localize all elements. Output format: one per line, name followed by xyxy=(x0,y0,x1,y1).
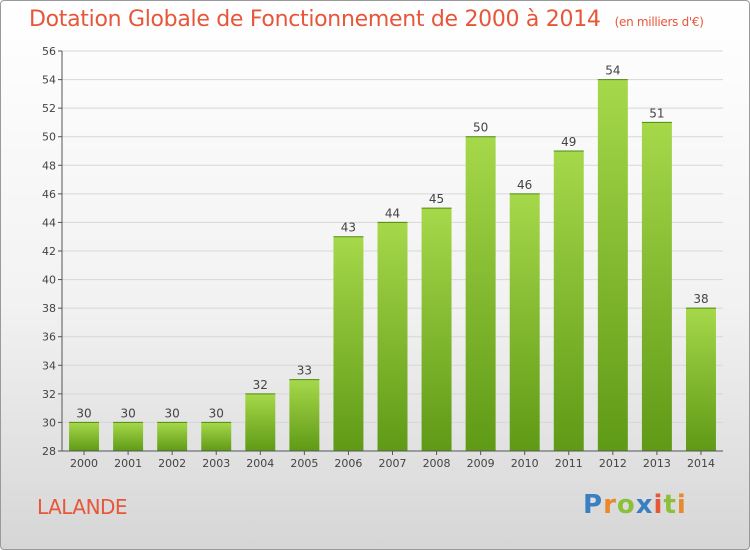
x-tick-label-2014: 2014 xyxy=(687,457,715,470)
bar-2005 xyxy=(289,379,320,451)
bar-2014 xyxy=(685,308,716,451)
x-tick-label-2006: 2006 xyxy=(334,457,362,470)
data-label-2014: 38 xyxy=(693,292,708,306)
chart-title: Dotation Globale de Fonctionnement de 20… xyxy=(29,7,704,32)
data-label-2005: 33 xyxy=(297,364,312,378)
x-tick-label-2004: 2004 xyxy=(246,457,274,470)
bar-2006 xyxy=(333,236,364,451)
logo-letter: P xyxy=(583,490,604,520)
x-tick-label-2011: 2011 xyxy=(555,457,583,470)
x-tick-label-2001: 2001 xyxy=(114,457,142,470)
data-label-2009: 50 xyxy=(473,121,488,135)
y-tick-label: 30 xyxy=(42,416,56,429)
x-tick-label-2002: 2002 xyxy=(158,457,186,470)
chart-subtitle: (en milliers d'€) xyxy=(614,15,704,29)
x-tick-label-2013: 2013 xyxy=(643,457,671,470)
y-tick-label: 36 xyxy=(42,331,56,344)
data-label-2007: 44 xyxy=(385,206,400,220)
bar-2009 xyxy=(465,136,496,451)
logo-letter: o xyxy=(616,490,636,520)
y-tick-label: 44 xyxy=(42,216,56,229)
data-label-2006: 43 xyxy=(341,221,356,235)
y-tick-label: 54 xyxy=(42,74,56,87)
axes xyxy=(58,50,723,455)
logo-letter: i xyxy=(653,490,664,520)
bar-2010 xyxy=(509,193,540,451)
x-tick-label-2003: 2003 xyxy=(202,457,230,470)
bar-2000 xyxy=(69,422,100,451)
y-tick-label: 34 xyxy=(42,359,56,372)
logo-letter: r xyxy=(603,490,617,520)
bar-2001 xyxy=(113,422,144,451)
data-label-2008: 45 xyxy=(429,192,444,206)
logo-letter: i xyxy=(676,490,687,520)
bar-2011 xyxy=(553,151,584,451)
bar-2002 xyxy=(157,422,188,451)
data-label-2010: 46 xyxy=(517,178,532,192)
bar-2004 xyxy=(245,393,276,451)
logo-letter: t xyxy=(663,490,677,520)
y-tick-label: 46 xyxy=(42,188,56,201)
bar-2008 xyxy=(421,208,452,451)
data-label-2002: 30 xyxy=(165,406,180,420)
y-tick-label: 48 xyxy=(42,159,56,172)
chart-title-text: Dotation Globale de Fonctionnement de 20… xyxy=(29,7,601,32)
y-tick-label: 56 xyxy=(42,45,56,58)
bar-2007 xyxy=(377,222,408,451)
logo-letter: x xyxy=(635,490,654,520)
x-tick-label-2007: 2007 xyxy=(379,457,407,470)
bars xyxy=(69,79,716,452)
data-label-2004: 32 xyxy=(253,378,268,392)
x-tick-label-2009: 2009 xyxy=(467,457,495,470)
data-label-2012: 54 xyxy=(605,64,620,78)
x-tick-label-2005: 2005 xyxy=(290,457,318,470)
bar-2012 xyxy=(597,79,628,452)
commune-name: LALANDE xyxy=(37,495,128,519)
data-label-2003: 30 xyxy=(209,406,224,420)
y-tick-label: 42 xyxy=(42,245,56,258)
bar-2013 xyxy=(641,122,672,451)
data-label-2001: 30 xyxy=(120,406,135,420)
x-tick-label-2010: 2010 xyxy=(511,457,539,470)
proxiti-logo: Proxiti xyxy=(583,490,687,520)
data-label-2011: 49 xyxy=(561,135,576,149)
y-tick-label: 28 xyxy=(42,445,56,458)
x-tick-label-2000: 2000 xyxy=(70,457,98,470)
y-tick-label: 40 xyxy=(42,274,56,287)
y-tick-label: 50 xyxy=(42,131,56,144)
bar-2003 xyxy=(201,422,232,451)
x-tick-label-2012: 2012 xyxy=(599,457,627,470)
x-tick-label-2008: 2008 xyxy=(423,457,451,470)
y-tick-label: 32 xyxy=(42,388,56,401)
labels: 28 30 32 34 36 38 40 42 44 46 48 50 52 54 56 30 2000 30 20… xyxy=(42,45,715,470)
y-tick-label: 38 xyxy=(42,302,56,315)
data-label-2000: 30 xyxy=(76,406,91,420)
data-label-2013: 51 xyxy=(649,106,664,120)
y-tick-label: 52 xyxy=(42,102,56,115)
